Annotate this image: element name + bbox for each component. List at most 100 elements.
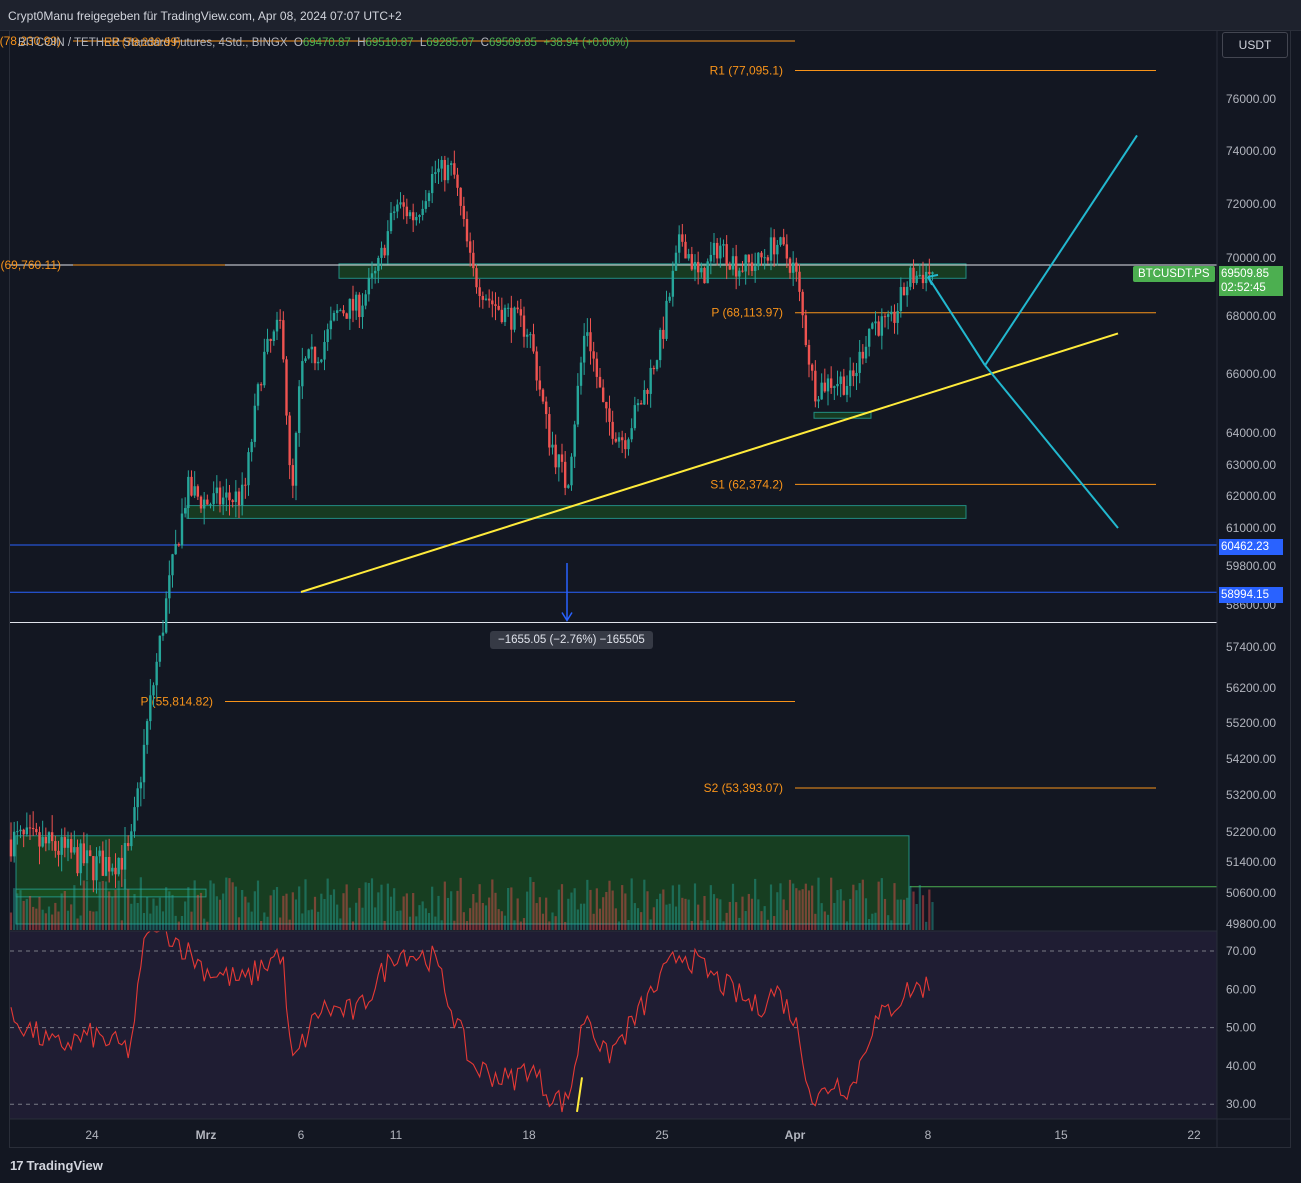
candle-body — [769, 237, 773, 261]
candle-body — [76, 847, 79, 874]
volume-bar — [890, 920, 893, 930]
candle-body — [709, 254, 713, 262]
candle-body — [57, 850, 60, 855]
volume-bar — [503, 915, 507, 930]
volume-bar — [921, 895, 925, 930]
volume-bar — [836, 890, 839, 930]
candle-body — [263, 351, 266, 386]
volume-bar — [712, 894, 716, 930]
candle-body — [795, 262, 798, 272]
volume-bar — [567, 898, 570, 930]
x-tick-label: 24 — [85, 1128, 99, 1142]
projection-line — [984, 364, 1119, 529]
volume-bar — [655, 899, 659, 930]
volume-bar — [788, 879, 792, 930]
candle-body — [218, 487, 222, 505]
candle-body — [541, 389, 545, 402]
candle-body — [228, 492, 231, 501]
volume-bar — [187, 887, 190, 930]
candle-body — [256, 384, 260, 406]
volume-bar — [602, 897, 605, 930]
volume-bar — [814, 913, 817, 930]
candle-body — [73, 847, 76, 853]
volume-bar — [244, 896, 247, 930]
volume-bar — [779, 883, 782, 930]
candle-body — [22, 829, 25, 835]
candle-body — [801, 291, 804, 316]
x-tick-label: 18 — [522, 1128, 536, 1142]
volume-bar — [497, 909, 500, 930]
candle-body — [468, 241, 472, 253]
pivot-label: P (55,814.82) — [141, 694, 214, 708]
y-tick-label: 53200.00 — [1226, 788, 1276, 802]
candle-body — [690, 254, 694, 270]
candle-body — [614, 438, 618, 442]
volume-bar — [345, 884, 348, 930]
projection-line — [927, 276, 986, 366]
volume-bar — [190, 911, 193, 930]
volume-bar — [60, 893, 63, 930]
candle-body — [810, 364, 814, 371]
volume-bar — [643, 879, 646, 930]
candle-body — [415, 216, 418, 221]
volume-bar — [19, 890, 22, 930]
volume-bar — [332, 889, 336, 930]
zone-box — [338, 263, 967, 279]
volume-bar — [532, 881, 535, 930]
pivot-label: S1 (62,374.2) — [710, 477, 783, 491]
candle-body — [111, 867, 114, 872]
candle-body — [791, 262, 795, 273]
candle-body — [329, 320, 333, 330]
volume-bar — [79, 915, 82, 930]
candle-body — [772, 237, 776, 255]
rsi-background — [10, 931, 1217, 1119]
volume-bar — [700, 920, 703, 930]
candle-body — [782, 237, 785, 245]
volume-bar — [386, 883, 389, 930]
candle-body — [142, 744, 146, 783]
volume-bar — [608, 880, 611, 930]
volume-bar — [35, 908, 38, 930]
horizontal-lines — [10, 264, 1217, 623]
candle-body — [234, 491, 238, 503]
candle-body — [836, 383, 839, 387]
currency-button[interactable]: USDT — [1222, 32, 1288, 58]
volume-bar — [792, 883, 795, 930]
candle-body — [12, 831, 16, 857]
candle-body — [589, 332, 592, 352]
zone-box — [15, 835, 910, 925]
y-tick-label: 55200.00 — [1226, 716, 1276, 730]
candle-body — [649, 367, 652, 394]
candle-body — [662, 329, 665, 339]
candle-body — [199, 496, 203, 509]
volume-bar — [440, 920, 443, 930]
volume-bar — [339, 918, 342, 930]
candle-body — [54, 841, 57, 851]
y-tick-label: 61000.00 — [1226, 521, 1276, 535]
candle-body — [510, 307, 513, 330]
candle-body — [304, 358, 307, 362]
volume-bar — [66, 910, 70, 930]
legend-c-label: C — [480, 37, 489, 49]
candle-body — [753, 266, 757, 271]
candle-body — [430, 173, 434, 194]
candle-body — [478, 287, 481, 297]
volume-bar — [484, 905, 488, 930]
candle-body — [95, 856, 98, 881]
y-tick-label: 57400.00 — [1226, 640, 1276, 654]
volume-bar — [16, 893, 19, 930]
volume-bar — [636, 908, 640, 930]
candle-body — [126, 843, 130, 847]
candle-body — [275, 319, 279, 332]
candle-body — [867, 328, 871, 347]
volume-bar — [415, 916, 418, 930]
volume-bar — [624, 893, 627, 930]
candle-body — [180, 513, 184, 546]
volume-bar — [510, 887, 513, 930]
candle-body — [161, 632, 165, 636]
volume-bar — [652, 907, 655, 930]
candle-body — [107, 856, 111, 872]
volume-bar — [266, 916, 269, 930]
candle-body — [665, 300, 668, 339]
